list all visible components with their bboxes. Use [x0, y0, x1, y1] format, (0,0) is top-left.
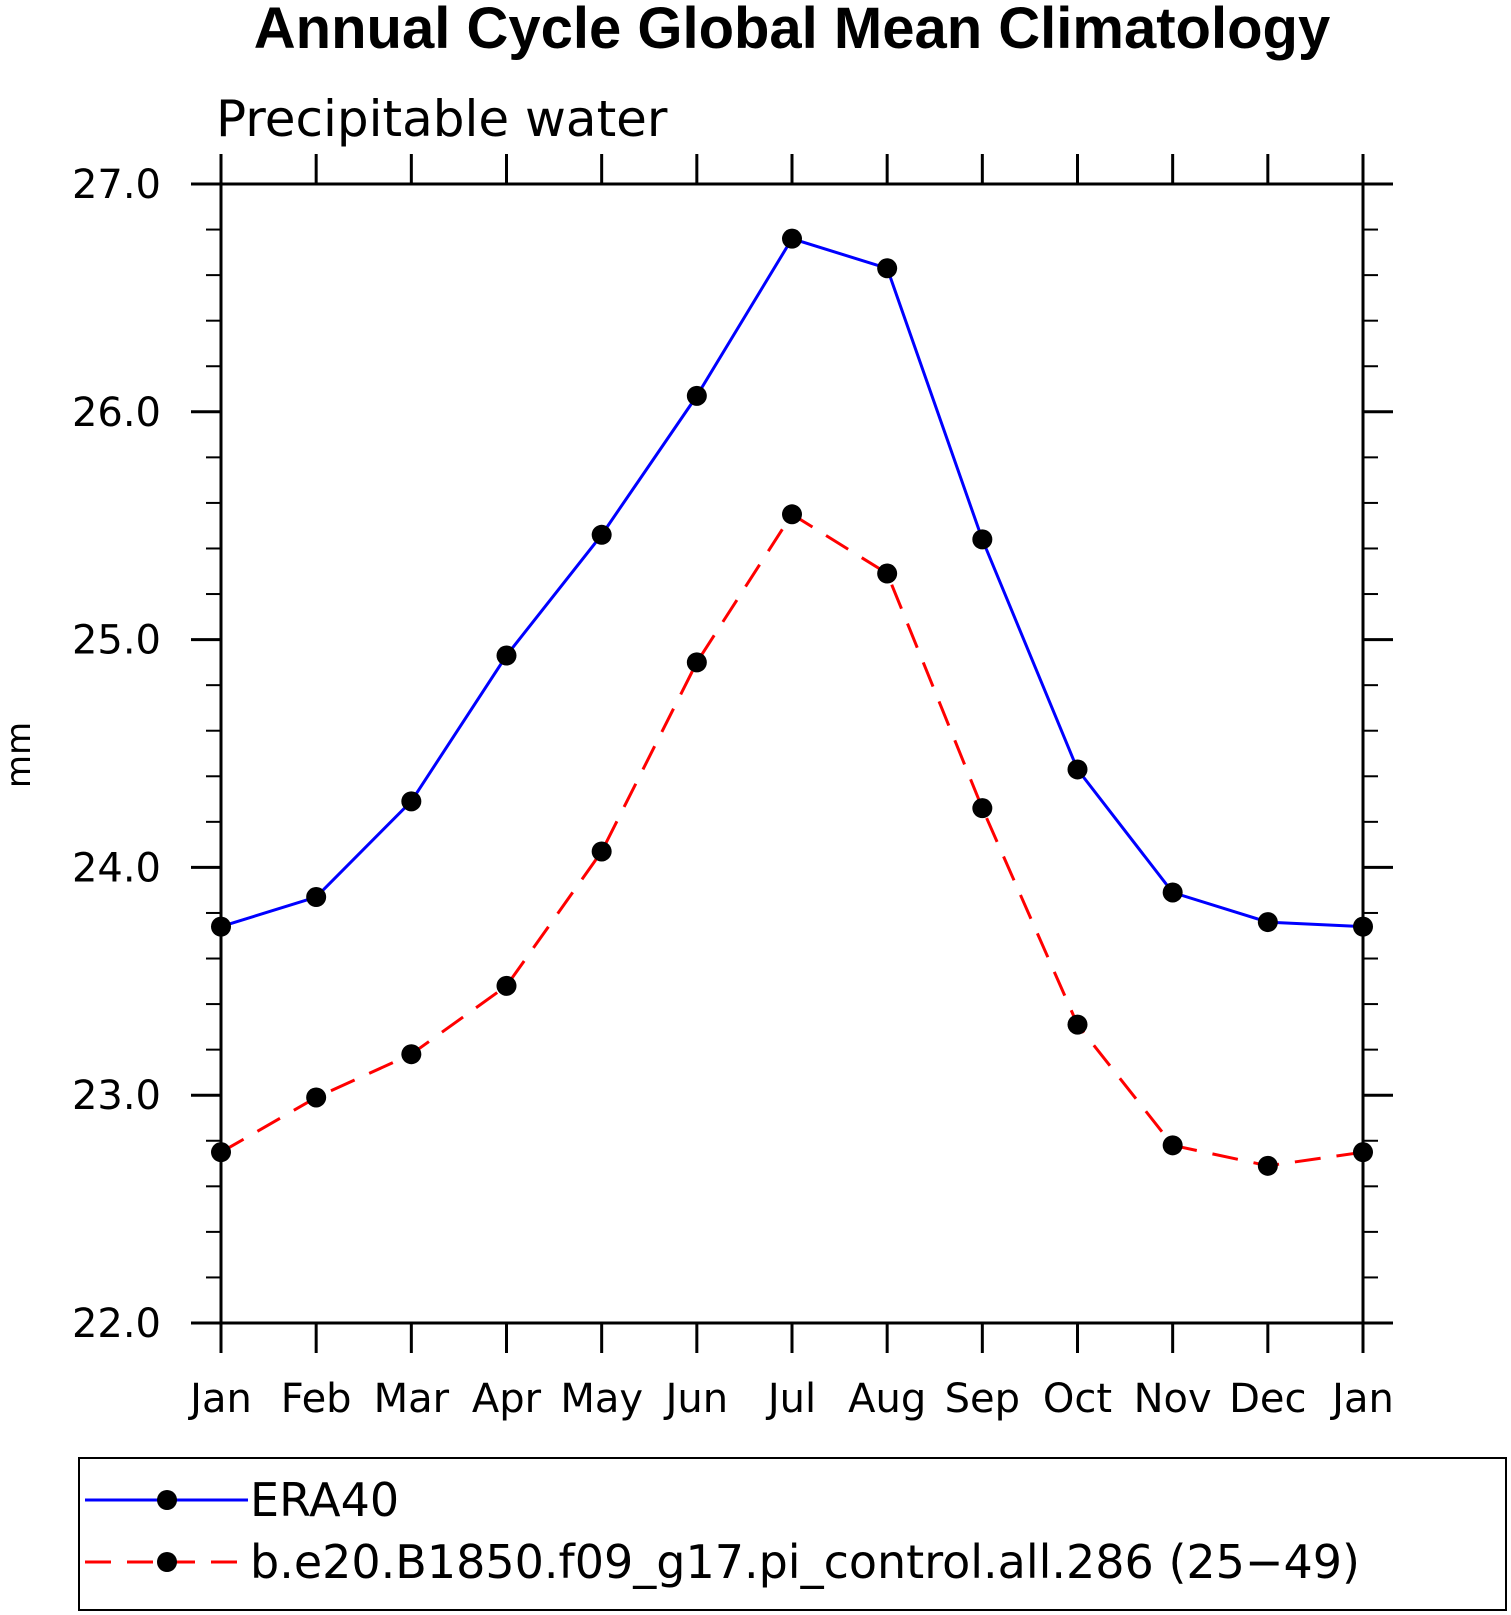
series-0-point [496, 645, 517, 666]
y-tick-label: 24.0 [72, 845, 161, 891]
series-0-point [1162, 882, 1183, 903]
x-tick-label: Apr [472, 1376, 542, 1422]
series-1-point [1257, 1155, 1278, 1176]
x-tick-label: Nov [1134, 1376, 1212, 1422]
series-1-point [877, 563, 898, 584]
x-tick-label: Jan [1329, 1376, 1394, 1422]
series-1-point [782, 504, 802, 525]
legend-marker-1 [157, 1552, 177, 1572]
x-tick-label: Aug [848, 1376, 926, 1422]
legend-box [78, 1457, 1507, 1611]
series-0-point [972, 529, 993, 550]
x-tick-labels: Jan Feb Mar Apr May Jun Jul Aug Sep Oct Nov Dec Jan [187, 1376, 1394, 1422]
series-0-point [401, 791, 422, 812]
series-layer [211, 228, 1373, 1176]
x-tick-label: Mar [374, 1376, 450, 1422]
y-axis-label: mm [0, 722, 39, 788]
series-0-point [877, 258, 898, 279]
series-0-point [1353, 916, 1373, 937]
series-1-point [496, 975, 517, 996]
series-0-point [211, 916, 231, 937]
y-tick-label: 26.0 [72, 390, 161, 436]
series-0-point [1257, 912, 1278, 933]
x-tick-label: Jul [765, 1376, 816, 1422]
series-1-point [686, 652, 707, 673]
x-tick-label: Oct [1043, 1376, 1112, 1422]
plot-area-frame [219, 182, 1365, 1325]
x-tick-label: Jun [663, 1376, 729, 1422]
series-0-point [782, 228, 802, 249]
legend-marker-0 [157, 1490, 177, 1510]
x-tick-label: Sep [945, 1376, 1020, 1422]
series-1-point [306, 1087, 327, 1108]
axis-ticks [191, 154, 1393, 1353]
series-0-point [306, 887, 327, 908]
chart-subtitle: Precipitable water [216, 90, 668, 148]
y-tick-label: 27.0 [72, 162, 161, 208]
y-tick-label: 22.0 [72, 1301, 161, 1347]
legend-label-1: b.e20.B1850.f09_g17.pi_control.all.286 (… [250, 1535, 1360, 1589]
series-1-point [211, 1142, 231, 1163]
series-0-point [686, 385, 707, 406]
y-tick-labels: 22.0 23.0 24.0 25.0 26.0 27.0 [72, 162, 161, 1347]
series-line-1 [220, 512, 1364, 1168]
series-1-point [1162, 1135, 1183, 1156]
x-tick-label: Jan [187, 1376, 252, 1422]
legend-label-0: ERA40 [250, 1473, 399, 1527]
x-tick-label: Feb [281, 1376, 352, 1422]
series-1-point [972, 798, 993, 819]
series-1-point [591, 841, 612, 862]
x-tick-label: May [560, 1376, 643, 1422]
series-0-point [591, 524, 612, 545]
legend: ERA40 b.e20.B1850.f09_g17.pi_control.all.… [85, 1473, 1360, 1589]
y-tick-label: 23.0 [72, 1073, 161, 1119]
series-line-0 [220, 236, 1364, 929]
x-tick-label: Dec [1229, 1376, 1306, 1422]
series-0-point [1067, 759, 1088, 780]
series-1-point [1353, 1142, 1373, 1163]
series-1-point [1067, 1014, 1088, 1035]
series-1-point [401, 1044, 422, 1065]
y-tick-label: 25.0 [72, 618, 161, 664]
chart-title: Annual Cycle Global Mean Climatology [254, 0, 1330, 61]
